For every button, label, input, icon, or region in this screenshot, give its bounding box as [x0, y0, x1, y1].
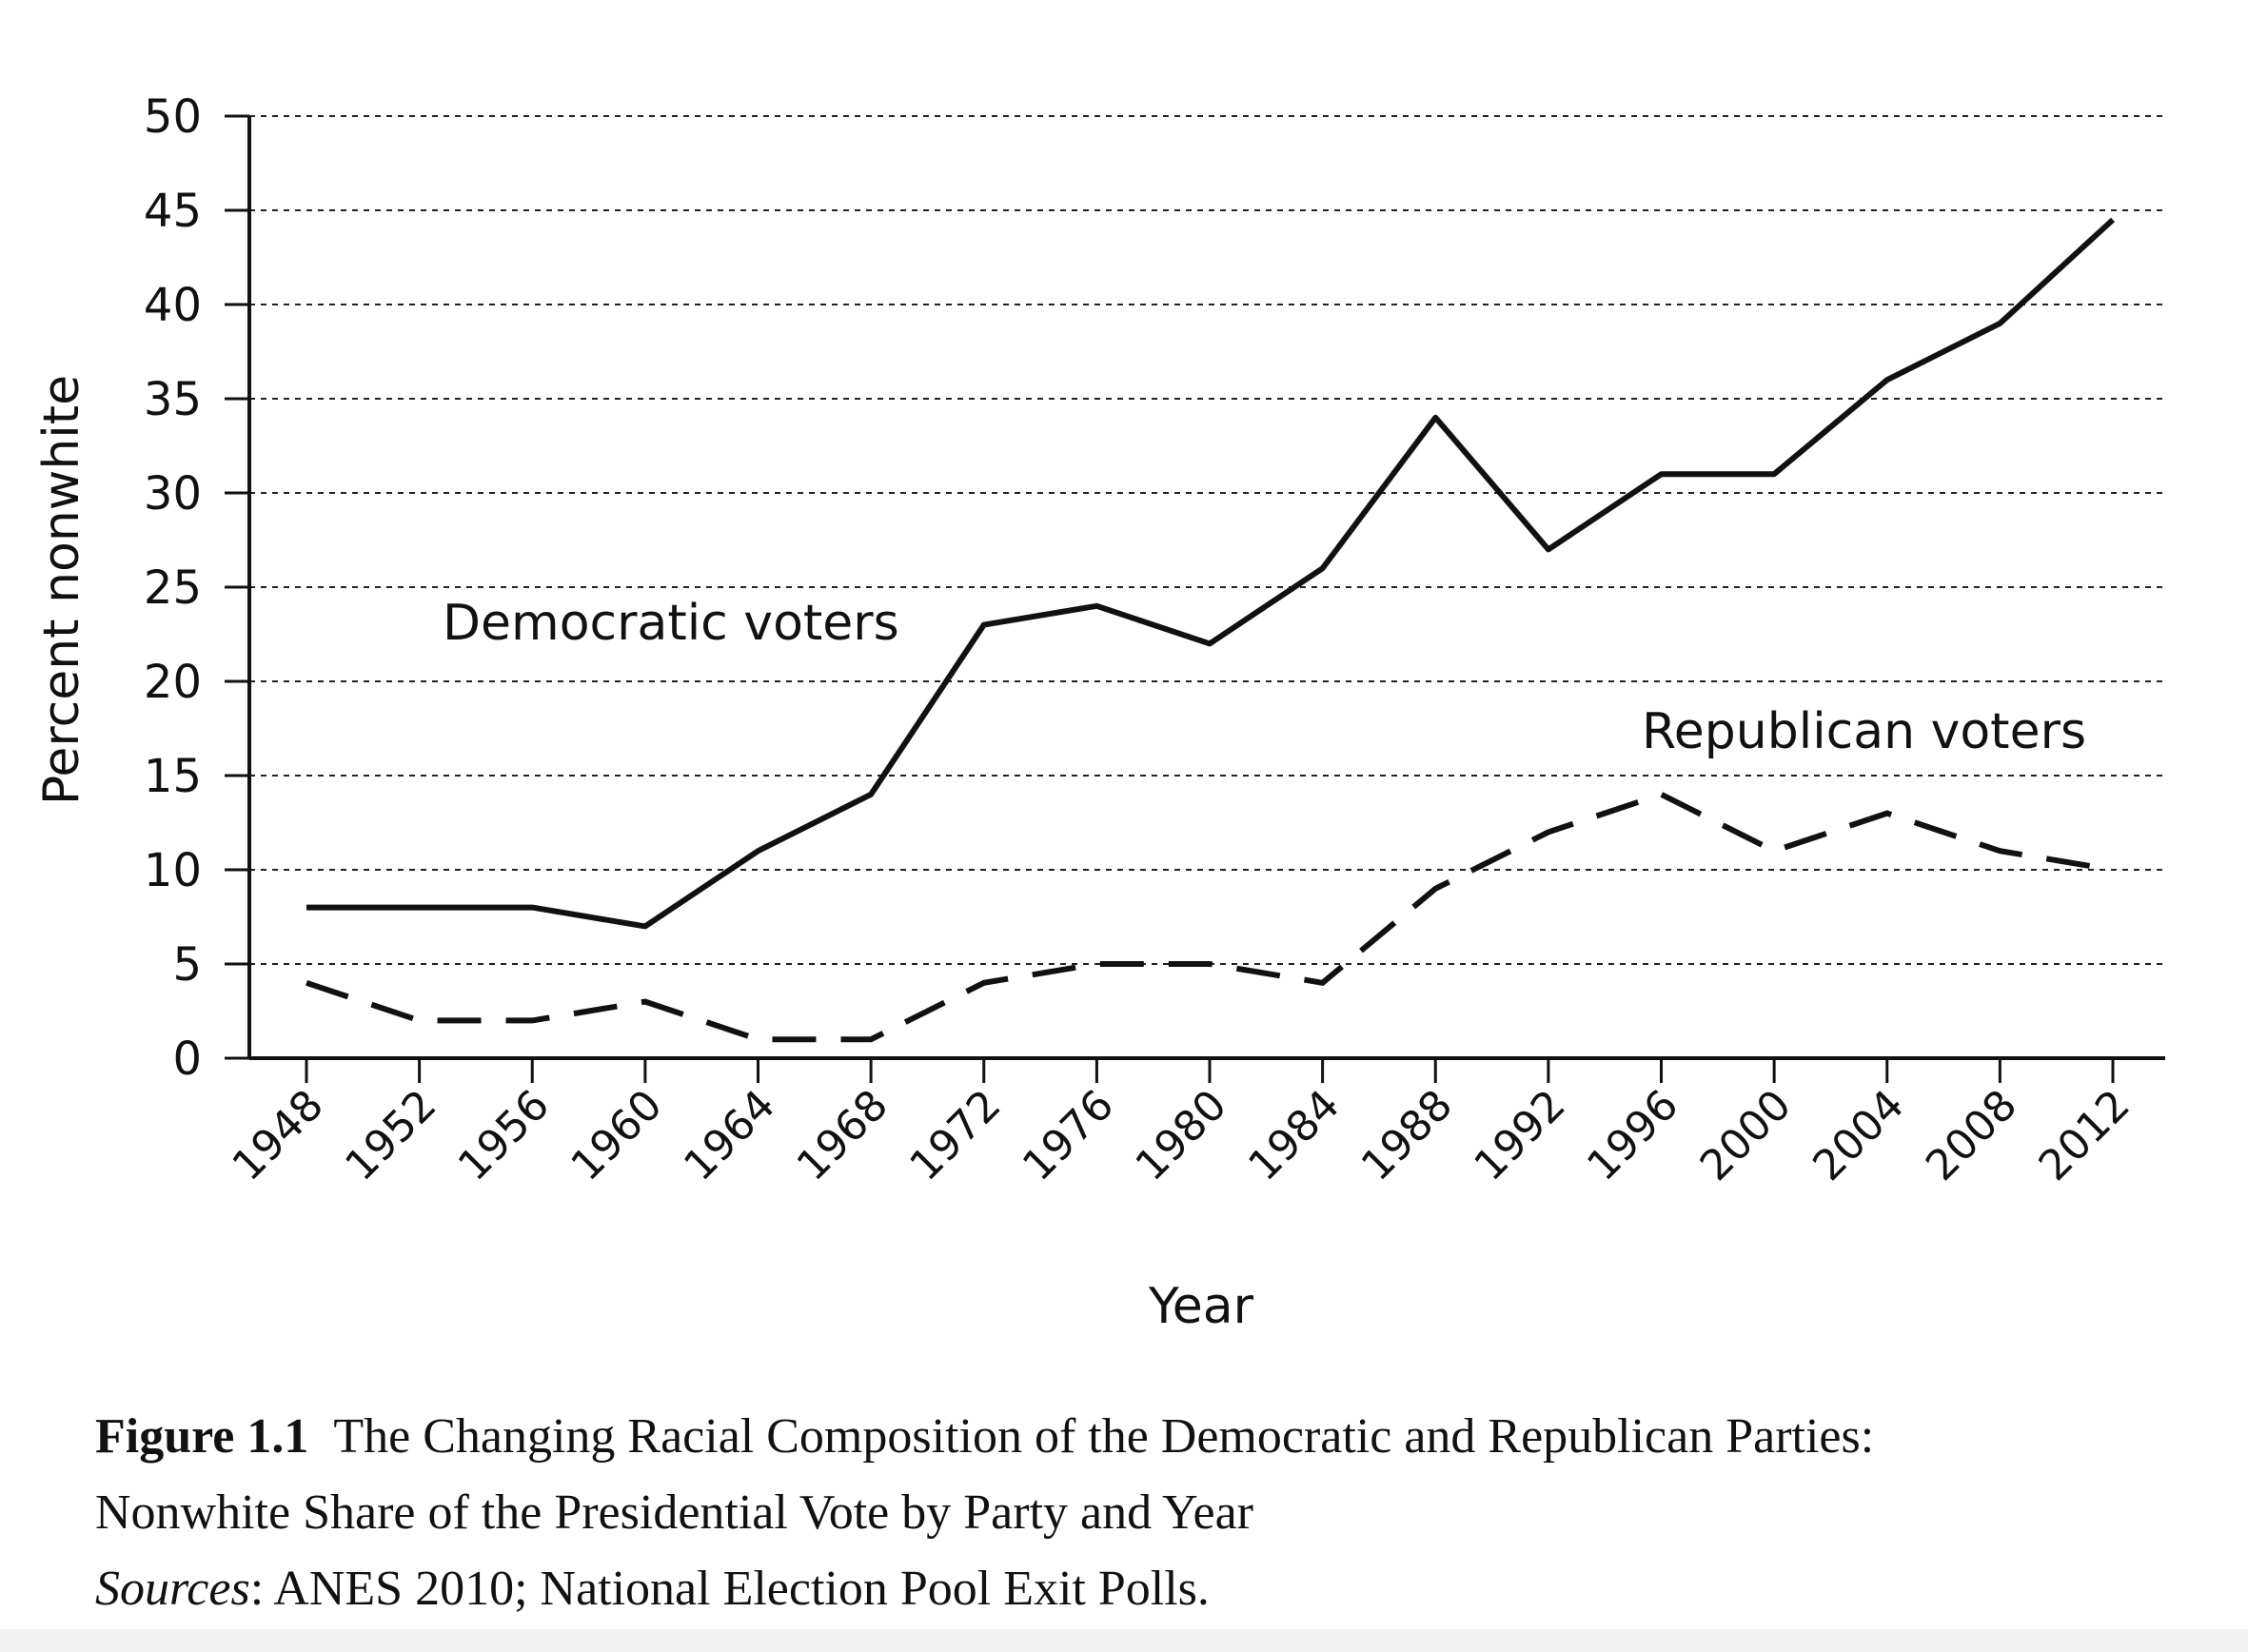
x-tick-label: 1996 [1578, 1081, 1687, 1190]
y-tick-label: 20 [144, 656, 202, 709]
y-tick-labels: 0 5 10 15 20 25 30 35 40 45 50 [144, 90, 202, 1086]
series-label-democratic: Democratic voters [443, 595, 899, 652]
x-tick-labels: 1948 1952 1956 1960 1964 1968 1972 1976 1980 1984… [224, 1081, 2140, 1190]
x-tick-label: 2012 [2030, 1081, 2140, 1190]
y-tick-label: 35 [144, 373, 202, 426]
x-tick-label: 1988 [1352, 1081, 1462, 1190]
figure-label: Figure 1.1 [95, 1409, 309, 1464]
caption-title-1: The Changing Racial Composition of the D… [333, 1409, 1875, 1464]
gridlines [249, 115, 2165, 965]
y-tick-label: 45 [144, 185, 202, 238]
y-tick-label: 30 [144, 467, 202, 521]
x-tick-label: 1956 [449, 1081, 559, 1190]
caption-title-2: Nonwhite Share of the Presidential Vote … [95, 1485, 1253, 1540]
series-line-democratic [306, 217, 2116, 930]
x-tick-label: 1968 [788, 1081, 897, 1190]
x-tick-label: 2000 [1691, 1081, 1801, 1190]
y-axis-title: Percent nonwhite [33, 375, 90, 805]
caption-line-3: Sources: ANES 2010; National Election Po… [95, 1551, 2170, 1627]
x-tick-label: 1964 [675, 1081, 784, 1190]
y-tick-label: 5 [172, 938, 202, 992]
y-tick-label: 15 [144, 750, 202, 803]
y-tick-label: 50 [144, 90, 202, 144]
series-line-republican [306, 791, 2114, 1043]
x-tick-label: 1952 [336, 1081, 445, 1190]
figure-caption: Figure 1.1 The Changing Racial Compositi… [95, 1399, 2170, 1627]
x-tick-label: 1972 [900, 1081, 1010, 1190]
x-tick-label: 2004 [1804, 1081, 1913, 1190]
x-tick-label: 1992 [1465, 1081, 1574, 1190]
x-tick-label: 2008 [1917, 1081, 2026, 1190]
sources-label: Sources [95, 1562, 250, 1616]
y-tick-label: 0 [172, 1032, 202, 1086]
x-tick-label: 1984 [1239, 1081, 1349, 1190]
x-tick-label: 1960 [562, 1081, 671, 1190]
series-label-republican: Republican voters [1642, 703, 2086, 760]
sources-text: : ANES 2010; National Election Pool Exit… [249, 1562, 1210, 1616]
x-tick-label: 1976 [1014, 1081, 1123, 1190]
bottom-strip [0, 1629, 2248, 1652]
x-tick-label: 1948 [224, 1081, 333, 1190]
x-tick-label: 1980 [1127, 1081, 1236, 1190]
y-tick-label: 25 [144, 561, 202, 615]
caption-line-2: Nonwhite Share of the Presidential Vote … [95, 1475, 2170, 1551]
x-axis-title: Year [1148, 1278, 1254, 1335]
caption-line-1: Figure 1.1 The Changing Racial Compositi… [95, 1399, 2170, 1475]
series-lines [306, 217, 2116, 1043]
axes [225, 114, 2165, 1083]
y-tick-label: 40 [144, 279, 202, 332]
y-tick-label: 10 [144, 844, 202, 897]
